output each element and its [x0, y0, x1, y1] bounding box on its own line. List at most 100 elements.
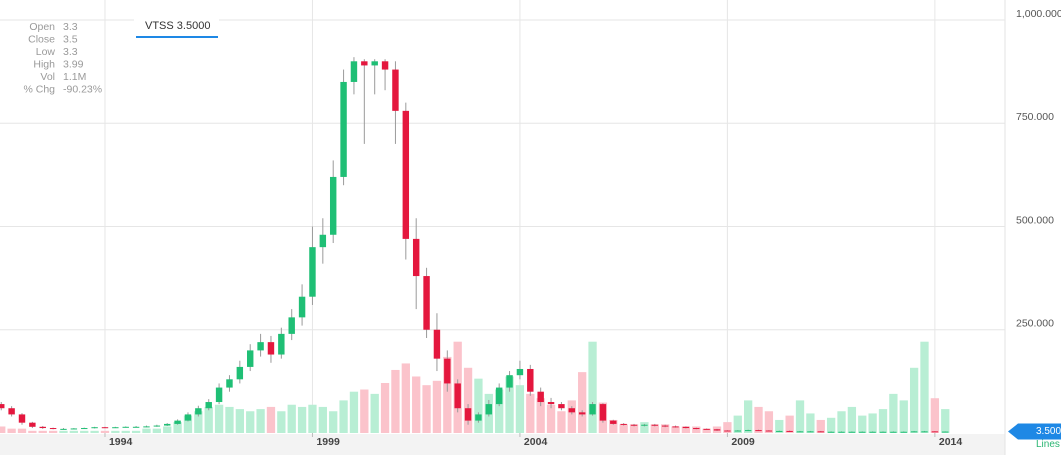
candle-body: [776, 430, 783, 432]
volume-bar: [380, 383, 390, 433]
volume-bar: [661, 424, 670, 433]
volume-bar: [100, 430, 110, 433]
volume-bar: [152, 428, 161, 433]
volume-bar: [90, 430, 99, 433]
volume-bar: [941, 409, 950, 433]
candle-body: [827, 431, 835, 433]
candle-body: [423, 276, 430, 330]
volume-bar: [826, 417, 836, 433]
candle-body: [319, 234, 327, 248]
volume-bar: [443, 356, 452, 433]
volume-bar: [277, 411, 286, 433]
candle-body: [558, 404, 565, 409]
candle-body: [495, 387, 503, 405]
candle-body: [537, 391, 544, 403]
volume-bar: [214, 404, 224, 433]
candle-body: [869, 431, 876, 433]
volume-bar: [505, 376, 514, 433]
volume-bar: [204, 406, 213, 433]
candle-body: [329, 176, 337, 235]
volume-bar: [38, 430, 47, 433]
info-label: Close: [28, 33, 55, 45]
candle-body: [371, 61, 378, 66]
volume-bar: [235, 409, 244, 433]
candle-body: [547, 402, 555, 405]
volume-bar: [619, 424, 628, 433]
candle-body: [215, 387, 223, 403]
volume-bar: [795, 400, 805, 433]
volume-bar: [111, 430, 120, 433]
volume-bar: [629, 424, 639, 433]
legend[interactable]: VTSS 3.5000: [134, 14, 219, 38]
candle-body: [620, 423, 627, 425]
info-label: High: [33, 58, 55, 70]
candle-body: [527, 368, 534, 392]
candle-body: [257, 342, 264, 351]
candle-body: [433, 329, 441, 359]
volume-bar: [764, 411, 774, 433]
volume-bar: [183, 415, 193, 433]
candle-body: [755, 430, 762, 432]
volume-bar: [640, 422, 649, 433]
volume-bar: [878, 409, 888, 433]
legend-label[interactable]: VTSS 3.5000: [145, 20, 210, 32]
candle-body: [589, 404, 596, 415]
candle-body: [298, 296, 306, 318]
candle-body: [39, 426, 46, 429]
y-tick-label: 250.000: [1016, 318, 1054, 330]
candle-body: [444, 358, 451, 384]
candle-body: [236, 366, 244, 380]
candle-body: [630, 424, 638, 426]
candle-body: [475, 414, 482, 421]
candle-body: [143, 426, 150, 428]
candle-body: [309, 247, 316, 297]
candle-body: [246, 350, 254, 367]
candle-body: [942, 431, 949, 433]
volume-bar: [360, 389, 369, 433]
candle-body: [724, 430, 731, 432]
volume-bar: [266, 406, 276, 433]
candle-body: [112, 427, 119, 429]
volume-bar: [412, 376, 421, 433]
x-tick-label: 2014: [939, 436, 963, 448]
candle-body: [49, 428, 57, 430]
volume-bar: [671, 426, 680, 433]
volume-bar: [536, 398, 545, 433]
candle-body: [392, 69, 399, 111]
volume-bar: [401, 363, 410, 433]
candle-body: [122, 426, 129, 428]
last-price-tag: 3.500 Lines: [1008, 423, 1061, 450]
candle-body: [350, 61, 358, 82]
volume-bar: [80, 430, 89, 433]
volume-bar: [609, 419, 618, 433]
y-tick-label: 1,000.000: [1016, 8, 1061, 20]
legend-box[interactable]: [134, 14, 219, 38]
x-tick-label: 2004: [524, 436, 548, 448]
grid: [0, 0, 1005, 433]
info-label: % Chg: [23, 83, 55, 95]
price-tag-shape: [1008, 423, 1061, 440]
candle-body: [101, 427, 109, 429]
candle-body: [807, 431, 814, 433]
info-value: 3.99: [63, 58, 84, 70]
volume-bar: [463, 367, 473, 433]
volume-bar: [920, 341, 929, 433]
candle-body: [661, 425, 669, 427]
info-label: Vol: [40, 71, 55, 83]
volume-bar: [909, 367, 919, 433]
candle-body: [340, 81, 347, 177]
volume-bar: [868, 413, 877, 433]
candle-body: [267, 342, 275, 355]
mode-label[interactable]: Lines: [1036, 439, 1060, 450]
candle-body: [153, 425, 161, 427]
candle-body: [29, 422, 36, 427]
volume-bar: [515, 385, 525, 433]
x-tick-label: 1994: [109, 436, 133, 448]
volume-bar: [17, 428, 27, 433]
y-tick-label: 500.000: [1016, 214, 1054, 226]
candle-body: [890, 431, 897, 433]
candle-body: [205, 402, 212, 409]
candle-body: [672, 426, 679, 428]
volume-bar: [349, 391, 359, 433]
